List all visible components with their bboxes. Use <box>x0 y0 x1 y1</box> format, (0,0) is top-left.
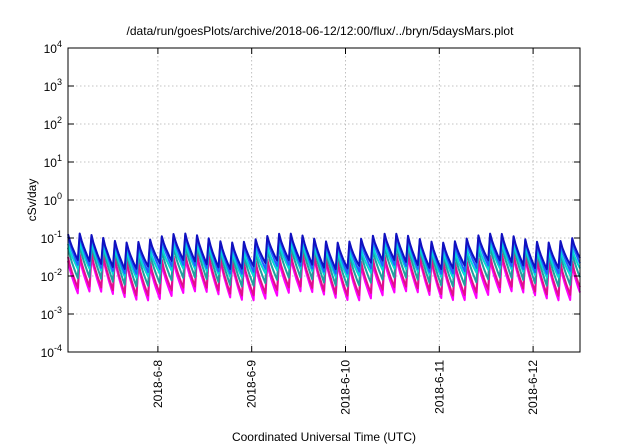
x-tick-label: 2018-6-10 <box>338 360 352 415</box>
series-line <box>67 232 581 271</box>
y-tick-label: 101 <box>44 153 62 170</box>
y-tick-label: 10-1 <box>41 229 62 246</box>
chart-title: /data/run/goesPlots/archive/2018-06-12/1… <box>127 24 515 38</box>
series-line <box>67 252 581 297</box>
x-axis: 2018-6-8 2018-6-9 2018-6-10 2018-6-11 2018-6… <box>151 48 540 415</box>
x-axis-label: Coordinated Universal Time (UTC) <box>232 430 416 444</box>
y-axis: 10-4 10-3 10-2 10-1 100 101 102 103 104 <box>41 39 580 360</box>
y-tick-label: 100 <box>44 191 62 208</box>
series-line <box>67 234 581 275</box>
series-line <box>67 255 581 302</box>
y-tick-label: 10-2 <box>41 267 62 284</box>
y-tick-label: 10-4 <box>41 343 62 360</box>
x-tick-label: 2018-6-12 <box>526 360 540 415</box>
grid <box>68 48 580 352</box>
y-tick-label: 103 <box>44 77 62 94</box>
y-tick-label: 10-3 <box>41 305 62 322</box>
x-tick-label: 2018-6-8 <box>151 360 165 408</box>
x-tick-label: 2018-6-11 <box>432 360 446 414</box>
y-tick-label: 102 <box>44 115 62 132</box>
series-line <box>67 243 581 288</box>
x-tick-label: 2018-6-9 <box>245 360 259 408</box>
y-axis-label: cSv/day <box>25 179 39 222</box>
series-line <box>67 240 581 279</box>
y-tick-label: 104 <box>44 39 62 56</box>
series-group <box>67 232 581 302</box>
